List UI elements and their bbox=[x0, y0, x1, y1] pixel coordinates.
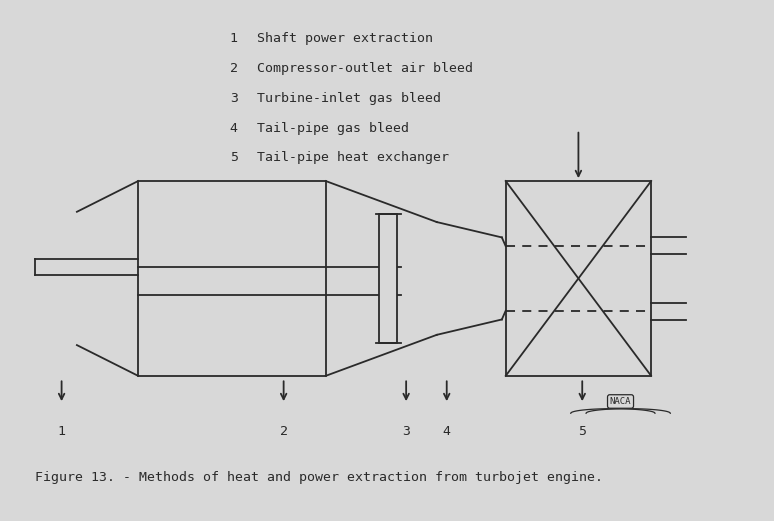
Text: 5: 5 bbox=[578, 425, 586, 438]
Text: Shaft power extraction: Shaft power extraction bbox=[257, 32, 433, 45]
Text: NACA: NACA bbox=[610, 397, 632, 406]
Bar bbox=[138, 181, 326, 376]
Text: 2: 2 bbox=[279, 425, 288, 438]
Text: 5: 5 bbox=[230, 151, 238, 164]
Text: Tail-pipe gas bleed: Tail-pipe gas bleed bbox=[257, 121, 409, 134]
Text: 3: 3 bbox=[402, 425, 410, 438]
Text: 3: 3 bbox=[230, 92, 238, 105]
Text: 1: 1 bbox=[57, 425, 66, 438]
Text: Compressor-outlet air bleed: Compressor-outlet air bleed bbox=[257, 62, 473, 75]
Text: 1: 1 bbox=[230, 32, 238, 45]
Bar bbox=[379, 214, 397, 342]
Bar bbox=[505, 181, 651, 376]
Text: Turbine-inlet gas bleed: Turbine-inlet gas bleed bbox=[257, 92, 441, 105]
Text: 4: 4 bbox=[230, 121, 238, 134]
Text: 4: 4 bbox=[443, 425, 450, 438]
Text: Tail-pipe heat exchanger: Tail-pipe heat exchanger bbox=[257, 151, 449, 164]
Text: Figure 13. - Methods of heat and power extraction from turbojet engine.: Figure 13. - Methods of heat and power e… bbox=[35, 470, 603, 483]
Text: 2: 2 bbox=[230, 62, 238, 75]
